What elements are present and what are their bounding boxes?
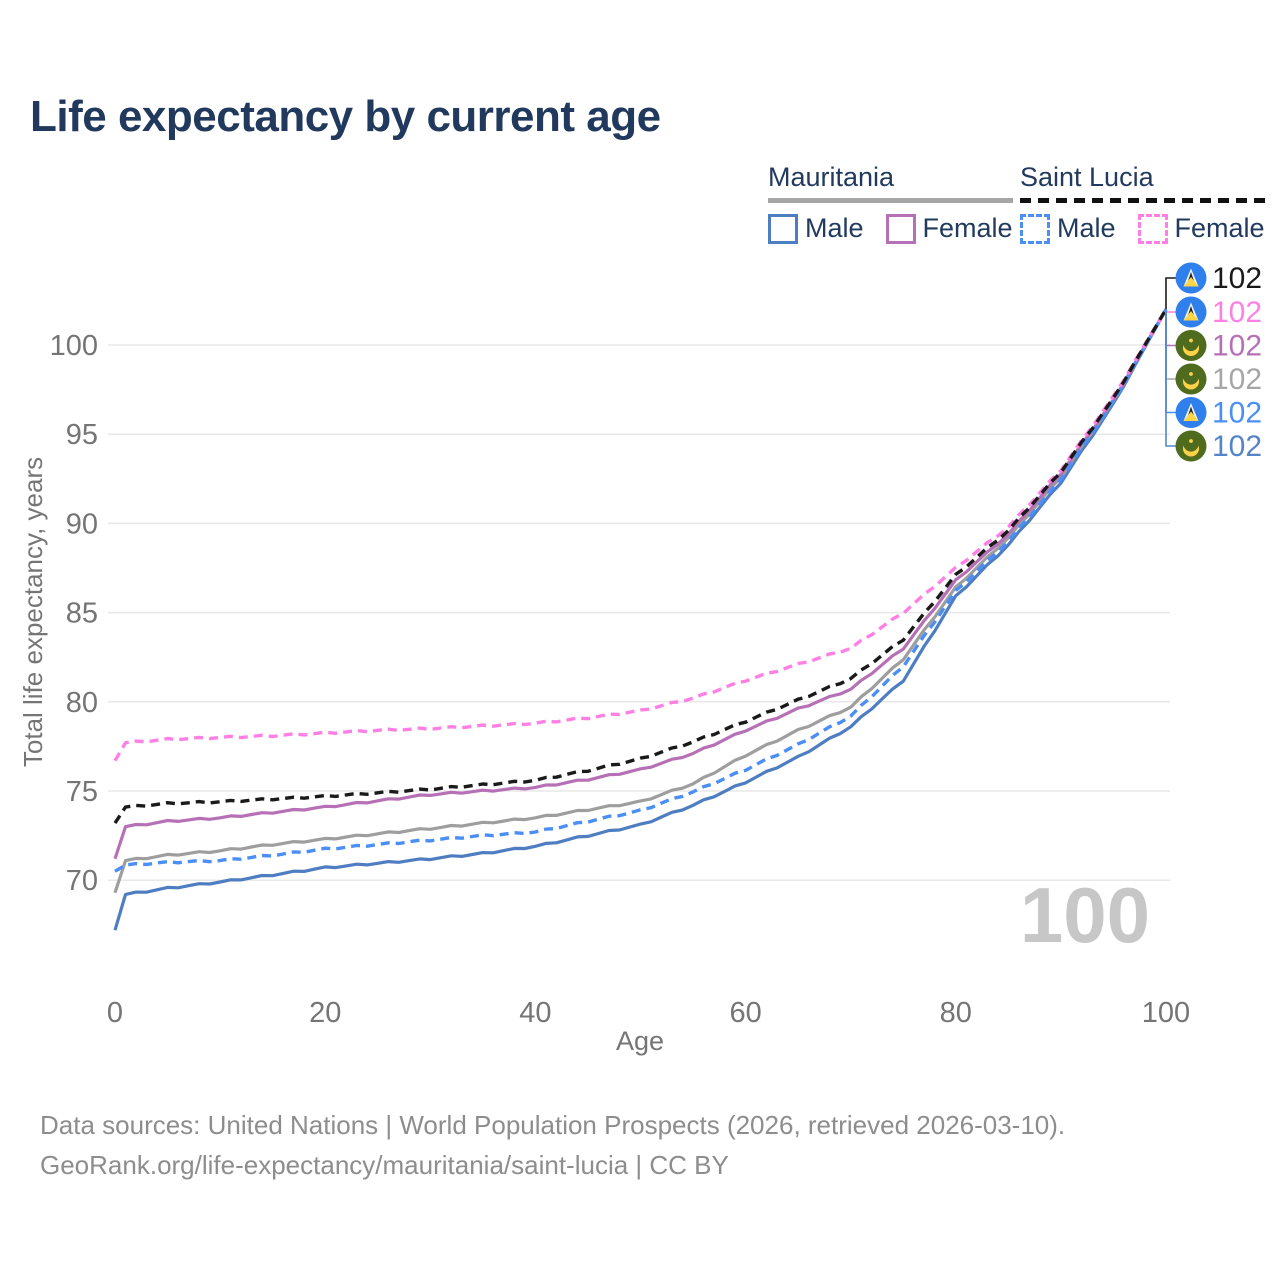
end-label-leader [1165, 309, 1176, 313]
series-line-mauritania-female [113, 308, 1168, 860]
legend-swatch [768, 213, 798, 244]
end-value-label: 102 [1212, 330, 1262, 363]
legend-country-label: Saint Lucia [1020, 162, 1154, 192]
x-tick-label: 20 [309, 997, 341, 1029]
legend-item-female[interactable]: Female [885, 213, 1013, 244]
flag-icon-saint-lucia [1175, 397, 1207, 428]
end-label-leader [1165, 309, 1176, 447]
y-axis-title: Total life expectancy, years [18, 457, 48, 767]
end-value-label: 102 [1212, 397, 1262, 430]
y-tick-label: 70 [66, 865, 98, 897]
legend-item-male[interactable]: Male [768, 213, 864, 244]
legend-swatch [1137, 213, 1168, 244]
legend-item-female[interactable]: Female [1137, 213, 1265, 244]
y-tick-label: 75 [66, 776, 98, 808]
end-label-leader [1165, 277, 1176, 310]
legend-item-label: Female [1174, 213, 1265, 243]
x-tick-label: 60 [729, 997, 761, 1029]
end-label-leader [1165, 309, 1176, 347]
y-tick-label: 95 [66, 419, 98, 451]
end-value-label: 102 [1212, 430, 1262, 463]
legend-swatch [1020, 213, 1050, 244]
page-title: Life expectancy by current age [30, 92, 661, 141]
legend-items: Male Female [768, 213, 1013, 244]
legend-underline-dashed [1020, 198, 1265, 203]
data-source-line1: Data sources: United Nations | World Pop… [40, 1110, 1066, 1140]
series-line-mauritania-male [113, 308, 1168, 931]
x-tick-label: 80 [940, 997, 972, 1029]
flag-icon-saint-lucia [1175, 296, 1207, 328]
data-source-line2: GeoRank.org/life-expectancy/mauritania/s… [40, 1150, 729, 1180]
series-line-saint-lucia-male [114, 308, 1168, 873]
flag-icon-mauritania [1175, 430, 1207, 462]
x-tick-label: 100 [1142, 997, 1190, 1029]
legend-group-mauritania: Mauritania Male Female [768, 162, 1013, 244]
legend-item-label: Male [1057, 213, 1116, 243]
series-line-saint-lucia-female [113, 308, 1168, 762]
legend-underline-solid [768, 198, 1013, 203]
flag-icon-mauritania [1175, 363, 1207, 395]
data-source-note: Data sources: United Nations | World Pop… [40, 1105, 1065, 1185]
age-watermark: 100 [1020, 871, 1150, 959]
legend-swatch [885, 213, 916, 244]
legend-item-label: Female [922, 213, 1013, 243]
x-tick-label: 40 [519, 997, 551, 1029]
legend-item-label: Male [805, 213, 864, 243]
end-value-label: 102 [1212, 262, 1262, 295]
end-value-label: 102 [1212, 363, 1262, 396]
x-tick-label: 0 [107, 997, 123, 1029]
flag-icon-mauritania [1175, 330, 1207, 361]
x-axis-title: Age [616, 1026, 664, 1056]
end-label-leader [1165, 309, 1176, 414]
series-line-mauritania-both-sexes [113, 308, 1168, 894]
legend-item-male[interactable]: Male [1020, 213, 1116, 244]
end-value-label: 102 [1212, 296, 1262, 329]
legend-country-label: Mauritania [768, 162, 895, 192]
series-line-saint-lucia-both-sexes [113, 308, 1168, 825]
y-tick-label: 80 [66, 687, 98, 719]
end-label-leader [1165, 309, 1176, 380]
y-tick-label: 100 [50, 330, 98, 362]
legend-group-saint-lucia: Saint Lucia Male Female [1020, 162, 1265, 244]
y-tick-label: 85 [66, 598, 98, 630]
flag-icon-saint-lucia [1175, 262, 1207, 294]
y-tick-label: 90 [66, 508, 98, 540]
legend-items: Male Female [1020, 213, 1265, 244]
